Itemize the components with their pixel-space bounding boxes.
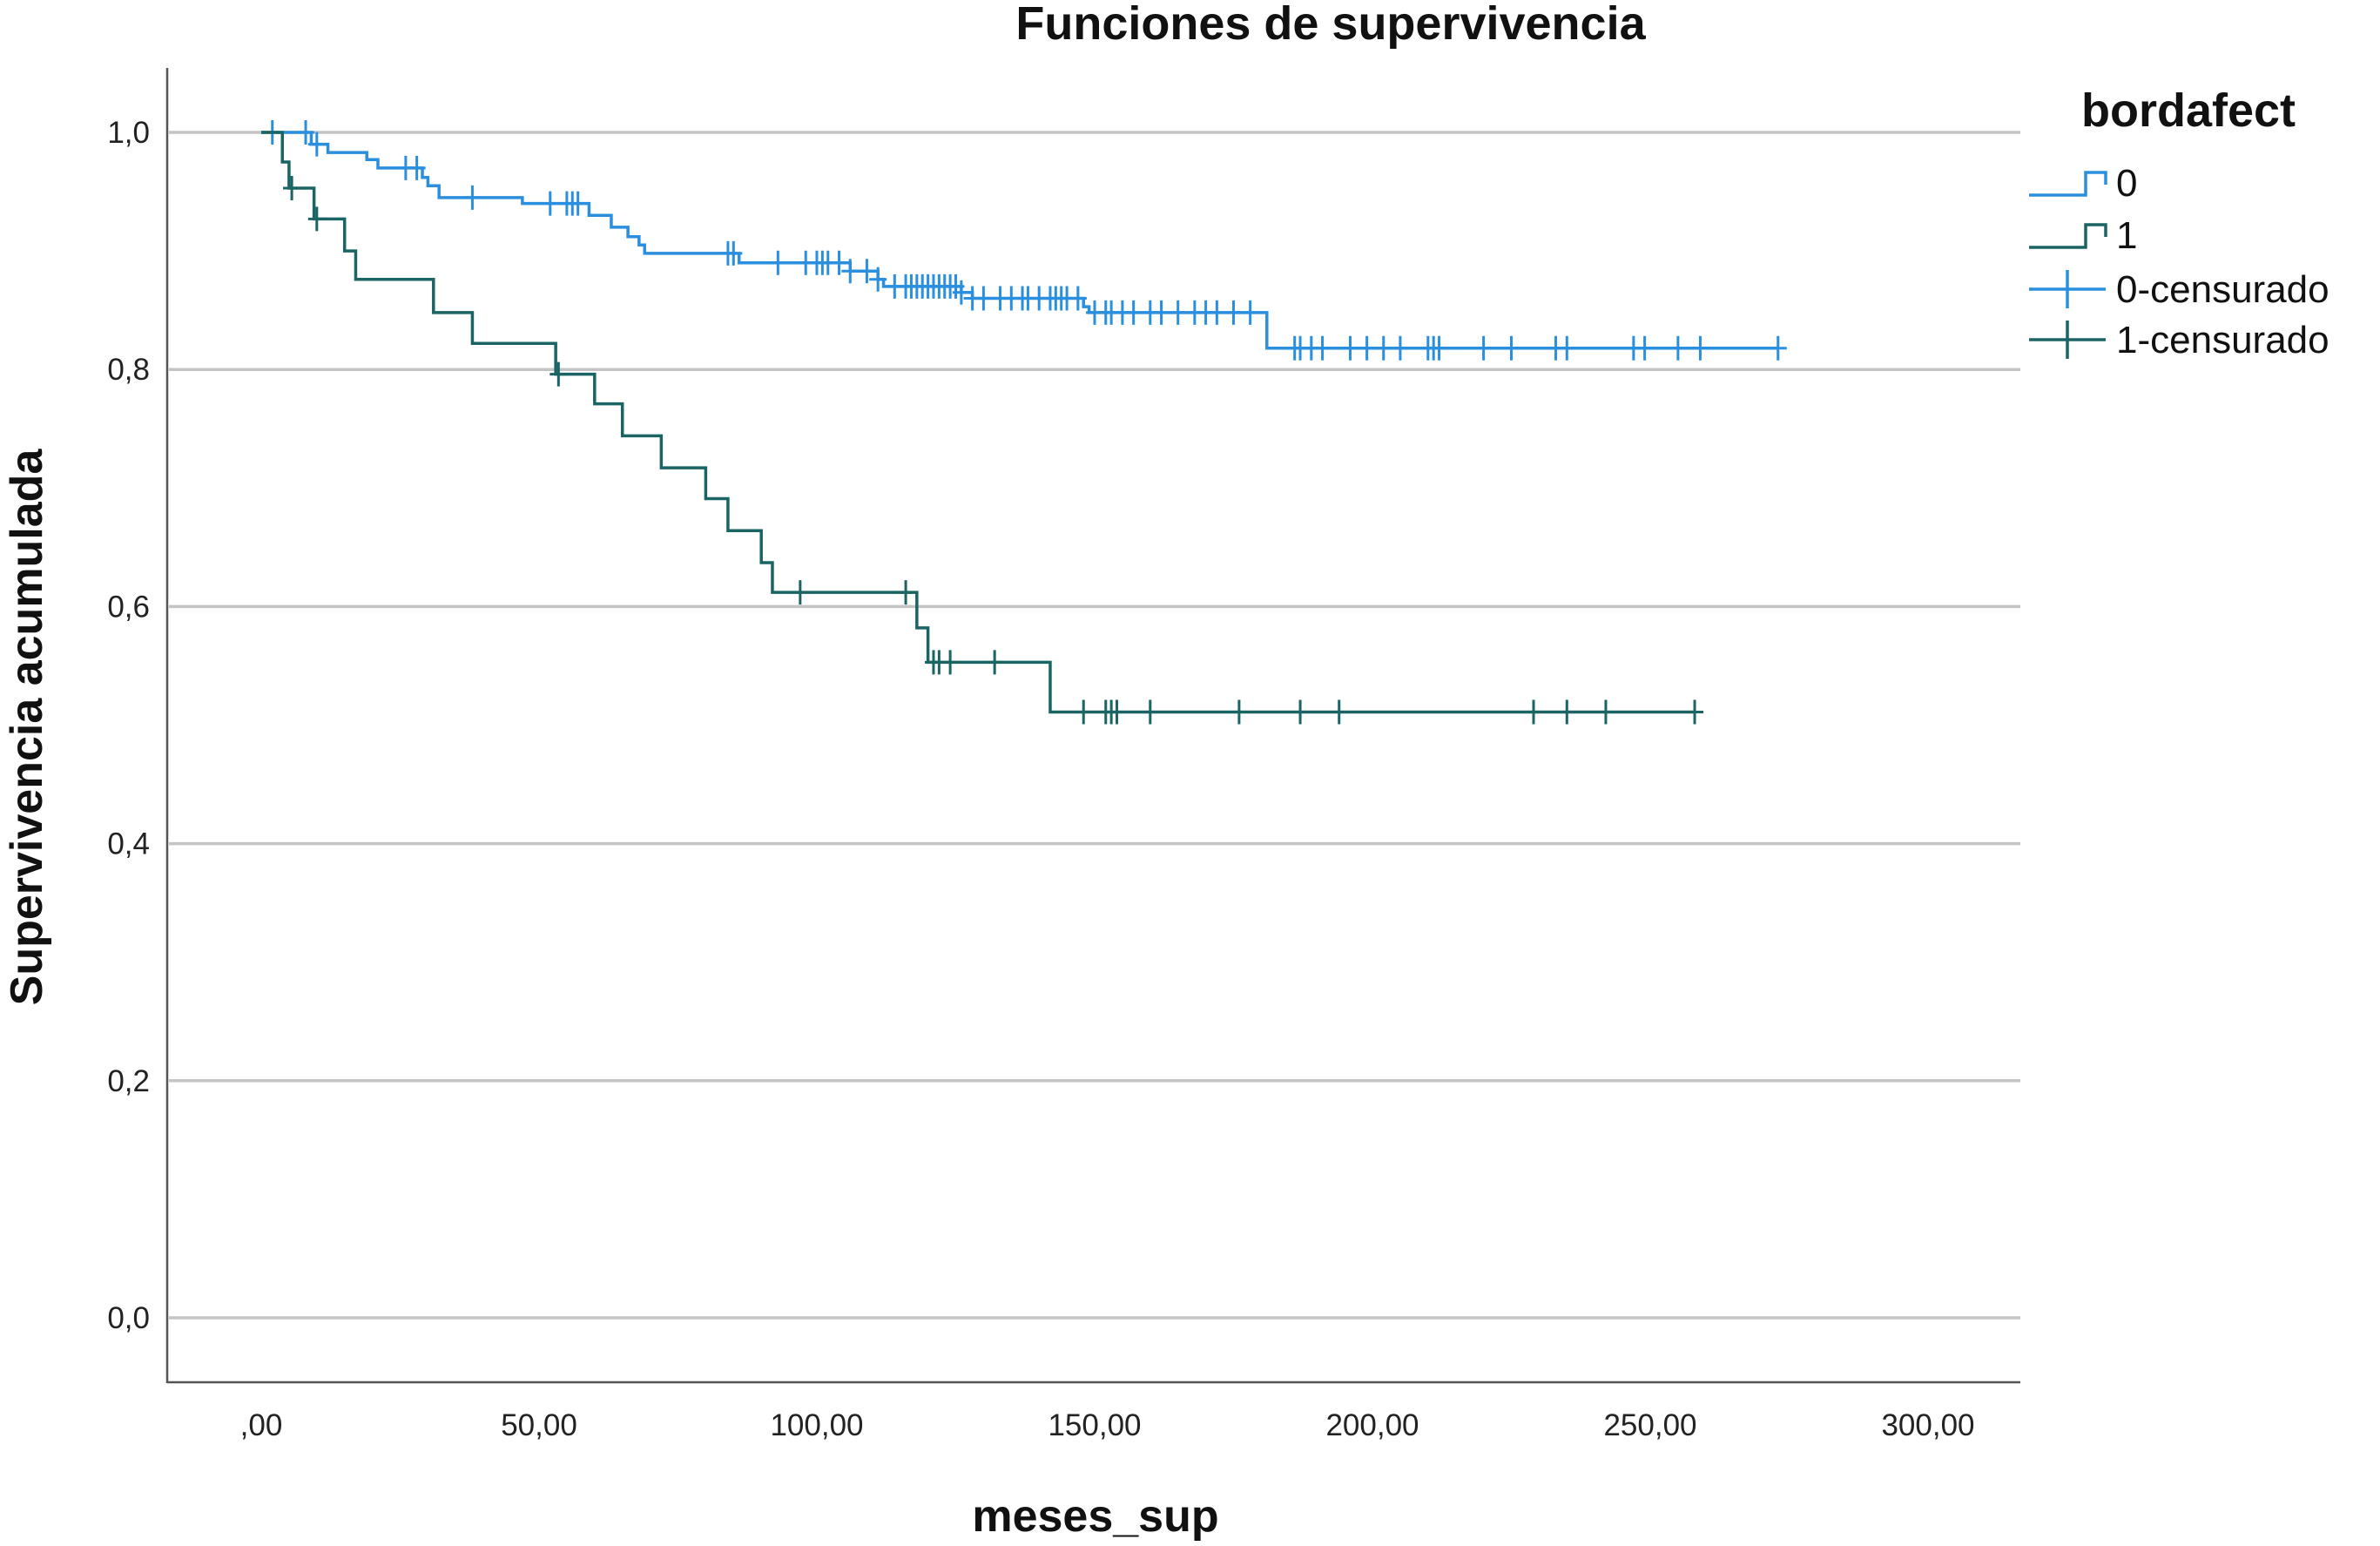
censor-mark [869,267,887,292]
legend-label: 1 [2116,214,2137,257]
censor-mark [1108,699,1126,725]
y-tick-label: 0,4 [107,827,150,861]
legend-step-icon [2029,223,2107,249]
legend-label: 1-censurado [2116,319,2329,361]
legend-censor-icon [2029,270,2106,308]
censor-mark [1374,335,1392,361]
censor-mark [769,250,787,275]
censor-mark [1169,300,1187,325]
censor-mark [1330,699,1348,725]
censor-mark [283,175,301,200]
censor-mark [941,650,960,675]
legend-item: 1-censurado [2029,319,2329,361]
censor-mark [541,191,559,216]
legend-label: 0-censurado [2116,268,2329,311]
y-tick-label: 0,6 [107,590,150,624]
censor-mark [952,280,970,305]
censor-mark [1230,699,1248,725]
y-tick-label: 1,0 [107,116,150,150]
survival-step-line [261,131,1696,714]
censor-mark [1224,300,1243,325]
censor-mark [1691,335,1709,361]
censor-mark [1075,699,1093,725]
y-tick-label: 0,0 [107,1301,150,1335]
censor-mark [1391,335,1409,361]
censor-mark [1430,335,1448,361]
censor-mark [791,580,809,605]
series-0 [261,120,1787,361]
legend-step-icon [2029,171,2107,197]
censor-mark [858,259,876,284]
x-tick-label: 150,00 [1048,1408,1141,1442]
censor-mark [1141,699,1159,725]
censor-mark [897,580,915,605]
x-tick-label: 300,00 [1881,1408,1974,1442]
censor-mark [1769,335,1787,361]
x-tick-label: 200,00 [1325,1408,1419,1442]
censor-mark [1686,699,1704,725]
legend-label: 0 [2116,162,2137,205]
x-tick-label: 50,00 [501,1408,577,1442]
chart-title: Funciones de supervivencia [1015,0,1646,50]
legend-title: bordafect [2081,84,2296,137]
series-1 [261,131,1704,725]
legend: bordafect 0 1 0-censurado 1-censurado [2029,84,2329,361]
censor-mark [1596,699,1615,725]
censor-mark [1669,335,1687,361]
censor-mark [986,650,1004,675]
censor-mark [1558,335,1576,361]
censor-mark [307,206,326,232]
x-axis-label: meses_sup [972,1491,1218,1542]
x-tick-labels: ,00 50,00 100,00 150,00 200,00 250,00 300,00 [240,1408,1975,1442]
y-tick-labels: 0,0 0,2 0,4 0,6 0,8 1,0 [107,116,150,1335]
censor-mark [841,259,860,284]
censor-mark [1241,300,1259,325]
censor-mark [830,250,848,275]
censor-mark [1502,335,1520,361]
censor-mark [1069,286,1087,311]
censor-mark [1635,335,1654,361]
censor-mark [463,185,482,210]
censor-mark [1474,335,1493,361]
censor-mark [1341,335,1359,361]
y-tick-label: 0,8 [107,353,150,387]
censor-mark [569,191,587,216]
censor-mark [307,132,326,157]
series-group [261,120,1787,725]
censor-mark [1124,300,1143,325]
censor-mark [408,155,426,180]
censor-mark [1525,699,1543,725]
censor-mark [1358,335,1376,361]
censor-mark [1208,300,1226,325]
x-tick-label: 250,00 [1603,1408,1696,1442]
censor-mark [1152,300,1170,325]
legend-item: 0 [2029,162,2137,205]
y-tick-label: 0,2 [107,1064,150,1098]
censor-mark [1558,699,1576,725]
legend-item: 0-censurado [2029,268,2329,311]
censor-mark [974,286,993,311]
censor-mark [297,120,315,145]
censor-mark [549,361,568,387]
x-tick-label: 100,00 [770,1408,863,1442]
censor-mark [725,240,743,266]
gridlines [169,131,2020,1320]
censor-mark [1313,335,1332,361]
y-axis-label: Supervivencia acumulada [2,449,52,1006]
x-tick-label: ,00 [240,1408,283,1442]
legend-item: 1 [2029,214,2137,257]
legend-censor-icon [2029,321,2106,359]
survival-step-line [261,131,1778,350]
censor-mark [1291,699,1310,725]
